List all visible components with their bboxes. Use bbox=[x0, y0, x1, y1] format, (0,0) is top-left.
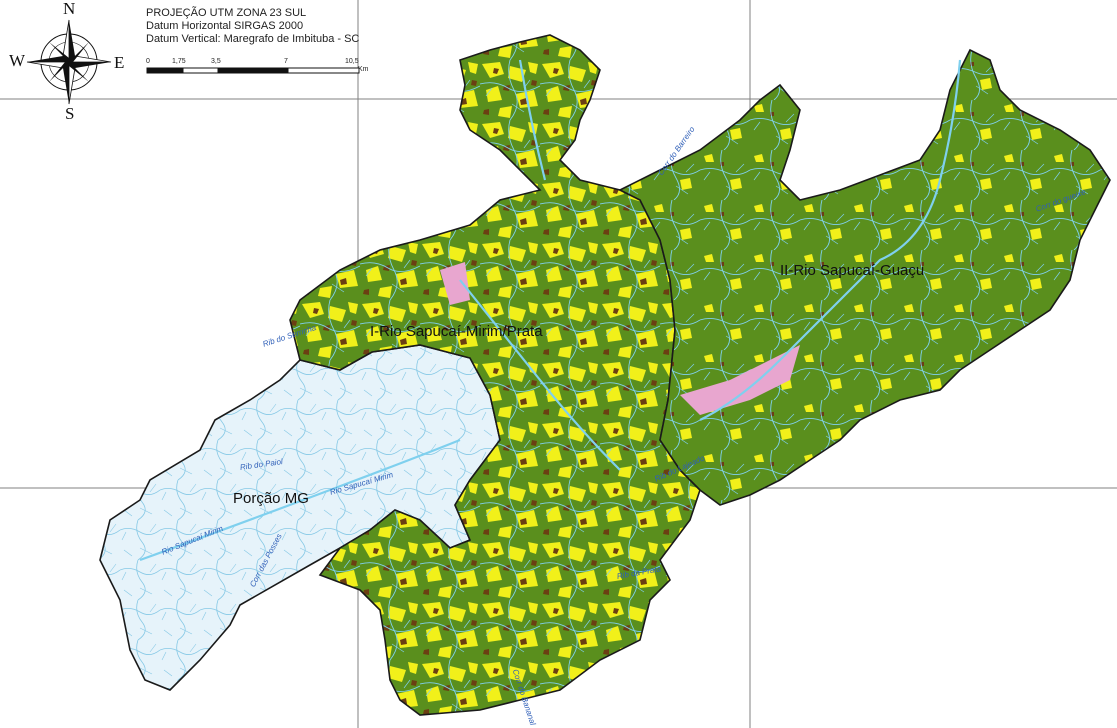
scale-tick-1: 1,75 bbox=[172, 58, 186, 65]
region-ii-label: II-Rio Sapucaí-Guaçu bbox=[780, 262, 925, 279]
compass-rose-icon bbox=[26, 19, 112, 105]
scale-tick-0: 0 bbox=[146, 58, 150, 65]
scale-tick-2: 3,5 bbox=[211, 58, 221, 65]
datum-horizontal-label: Datum Horizontal SIRGAS 2000 bbox=[146, 20, 304, 32]
compass-south: S bbox=[65, 104, 75, 123]
compass-north: N bbox=[63, 0, 76, 18]
projection-label: PROJEÇÃO UTM ZONA 23 SUL bbox=[146, 7, 307, 19]
scale-bar bbox=[146, 67, 360, 74]
region-mg-label: Porção MG bbox=[233, 490, 309, 507]
scale-tick-3: 7 bbox=[284, 58, 288, 65]
main-rivers bbox=[139, 59, 962, 562]
region-i-label: I-Rio Sapucaí-Mirim/Prata bbox=[370, 323, 543, 340]
compass-east: E bbox=[114, 53, 125, 72]
scale-unit: Km bbox=[358, 66, 369, 73]
compass-west: W bbox=[9, 51, 26, 70]
scale-tick-4: 10,5 bbox=[345, 58, 359, 65]
urban-areas bbox=[440, 262, 800, 415]
datum-vertical-label: Datum Vertical: Maregrafo de Imbituba - … bbox=[146, 33, 360, 45]
